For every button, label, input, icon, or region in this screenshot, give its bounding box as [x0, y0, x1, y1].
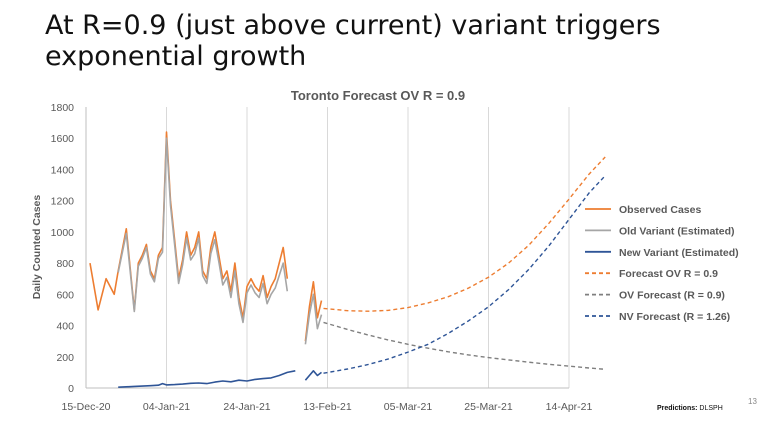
series-line-observed-cases: [304, 280, 323, 342]
series-line-new-variant-estimated: [118, 370, 296, 388]
y-tick-label: 1200: [51, 196, 75, 208]
y-tick-label: 200: [56, 352, 74, 364]
y-tick-label: 1400: [51, 164, 75, 176]
x-tick-label: 13-Feb-21: [303, 401, 352, 413]
axes: 0 200 400 600 800 1000 1200 1400 1600 1800 15-Dec-…: [51, 102, 593, 413]
series-line-observed-cases: [89, 131, 289, 319]
predictions-footnote: Predictions: DLSPH: [657, 405, 723, 412]
series-line-ov-forecast-r-0-9: [323, 321, 606, 370]
series-line-old-variant-estimated: [117, 137, 289, 324]
legend-label-nv-forecast-r-1-26: NV Forecast (R = 1.26): [619, 311, 730, 323]
series-line-new-variant-estimated: [304, 369, 322, 381]
y-tick-label: 1600: [51, 133, 75, 145]
legend-label-observed-cases: Observed Cases: [619, 204, 701, 216]
y-tick-label: 400: [56, 321, 74, 333]
x-tick-label: 15-Dec-20: [61, 401, 110, 413]
legend-label-old-variant-estimated: Old Variant (Estimated): [619, 225, 735, 237]
series-line-nv-forecast-r-1-26: [323, 175, 606, 374]
legend-label-new-variant-estimated: New Variant (Estimated): [619, 247, 739, 259]
slide-title: At R=0.9 (just above current) variant tr…: [45, 10, 661, 72]
footnote-label: Predictions:: [657, 405, 698, 412]
x-tick-label: 14-Apr-21: [546, 401, 593, 413]
grid-lines: [166, 107, 570, 388]
series-lines: [89, 131, 606, 388]
legend-label-forecast-ov-r-0-9: Forecast OV R = 0.9: [619, 268, 718, 280]
y-tick-label: 1800: [51, 102, 75, 114]
x-tick-label: 05-Mar-21: [384, 401, 433, 413]
y-tick-label: 800: [56, 258, 74, 270]
chart-title: Toronto Forecast OV R = 0.9: [291, 88, 465, 103]
y-axis-label: Daily Counted Cases: [31, 195, 43, 300]
x-tick-label: 24-Jan-21: [223, 401, 270, 413]
legend-label-ov-forecast-r-0-9: OV Forecast (R = 0.9): [619, 290, 725, 302]
legend: Observed Cases Old Variant (Estimated) New…: [585, 204, 739, 323]
x-tick-label: 04-Jan-21: [143, 401, 190, 413]
y-tick-label: 1000: [51, 227, 75, 239]
page-number: 13: [748, 397, 757, 406]
series-line-old-variant-estimated: [304, 293, 323, 345]
footnote-value: DLSPH: [699, 405, 723, 412]
y-tick-label: 600: [56, 289, 74, 301]
series-line-forecast-ov-r-0-9: [323, 156, 606, 312]
x-tick-label: 25-Mar-21: [464, 401, 513, 413]
y-tick-label: 0: [68, 383, 74, 395]
